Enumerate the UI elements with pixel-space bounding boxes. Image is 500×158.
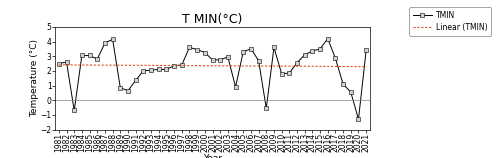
TMIN (86, 55, 92, 56)
TMIN (94, 58, 100, 60)
Linear (TMIN) (324, 65, 330, 67)
Linear (TMIN) (148, 64, 154, 66)
Linear (TMIN) (125, 64, 131, 66)
TMIN (140, 70, 146, 72)
TMIN (278, 73, 284, 75)
Linear (TMIN) (217, 65, 223, 67)
Line: TMIN: TMIN (57, 37, 368, 121)
TMIN (164, 68, 170, 70)
Linear (TMIN) (118, 64, 124, 66)
TMIN (232, 86, 238, 88)
Linear (TMIN) (278, 65, 284, 67)
Linear (TMIN) (286, 65, 292, 67)
Linear (TMIN) (171, 65, 177, 67)
Linear (TMIN) (179, 65, 185, 67)
TMIN (102, 42, 108, 44)
TMIN (125, 90, 131, 92)
Line: Linear (TMIN): Linear (TMIN) (59, 65, 366, 67)
Linear (TMIN) (256, 65, 262, 67)
Linear (TMIN) (132, 64, 138, 66)
Linear (TMIN) (317, 65, 323, 67)
TMIN (348, 91, 354, 93)
Linear (TMIN) (210, 65, 216, 67)
TMIN (210, 59, 216, 61)
Linear (TMIN) (140, 64, 146, 66)
Linear (TMIN) (332, 65, 338, 67)
X-axis label: Year: Year (203, 154, 222, 158)
Linear (TMIN) (102, 64, 108, 66)
TMIN (56, 63, 62, 64)
Legend: TMIN, Linear (TMIN): TMIN, Linear (TMIN) (409, 7, 491, 36)
TMIN (324, 38, 330, 40)
Linear (TMIN) (79, 64, 85, 66)
Linear (TMIN) (94, 64, 100, 66)
Linear (TMIN) (110, 64, 116, 66)
TMIN (317, 48, 323, 50)
TMIN (363, 49, 369, 51)
Y-axis label: Temperature (°C): Temperature (°C) (30, 39, 39, 117)
TMIN (202, 52, 208, 53)
TMIN (71, 109, 77, 111)
TMIN (64, 61, 70, 63)
Linear (TMIN) (240, 65, 246, 67)
TMIN (356, 118, 362, 120)
Linear (TMIN) (264, 65, 270, 67)
TMIN (132, 79, 138, 81)
TMIN (186, 46, 192, 48)
TMIN (264, 107, 270, 109)
Linear (TMIN) (202, 65, 208, 67)
Linear (TMIN) (164, 64, 170, 66)
Linear (TMIN) (194, 65, 200, 67)
TMIN (110, 38, 116, 40)
Linear (TMIN) (294, 65, 300, 67)
Linear (TMIN) (64, 64, 70, 66)
Linear (TMIN) (232, 65, 238, 67)
TMIN (286, 72, 292, 74)
TMIN (148, 69, 154, 71)
Linear (TMIN) (363, 66, 369, 67)
Linear (TMIN) (225, 65, 231, 67)
TMIN (171, 65, 177, 67)
TMIN (156, 68, 162, 70)
TMIN (217, 59, 223, 61)
TMIN (79, 55, 85, 56)
Linear (TMIN) (186, 65, 192, 67)
Linear (TMIN) (348, 66, 354, 67)
Title: T MIN(°C): T MIN(°C) (182, 13, 242, 26)
TMIN (194, 49, 200, 51)
Linear (TMIN) (310, 65, 316, 67)
Linear (TMIN) (56, 64, 62, 66)
TMIN (256, 60, 262, 62)
TMIN (310, 50, 316, 52)
TMIN (248, 48, 254, 50)
Linear (TMIN) (356, 66, 362, 67)
Linear (TMIN) (248, 65, 254, 67)
TMIN (240, 51, 246, 53)
TMIN (294, 62, 300, 64)
TMIN (332, 58, 338, 59)
Linear (TMIN) (340, 66, 346, 67)
Linear (TMIN) (71, 64, 77, 66)
TMIN (118, 87, 124, 89)
TMIN (225, 56, 231, 58)
Linear (TMIN) (302, 65, 308, 67)
Linear (TMIN) (156, 64, 162, 66)
TMIN (179, 64, 185, 66)
Linear (TMIN) (86, 64, 92, 66)
TMIN (340, 83, 346, 85)
TMIN (271, 46, 277, 48)
Linear (TMIN) (271, 65, 277, 67)
TMIN (302, 54, 308, 56)
